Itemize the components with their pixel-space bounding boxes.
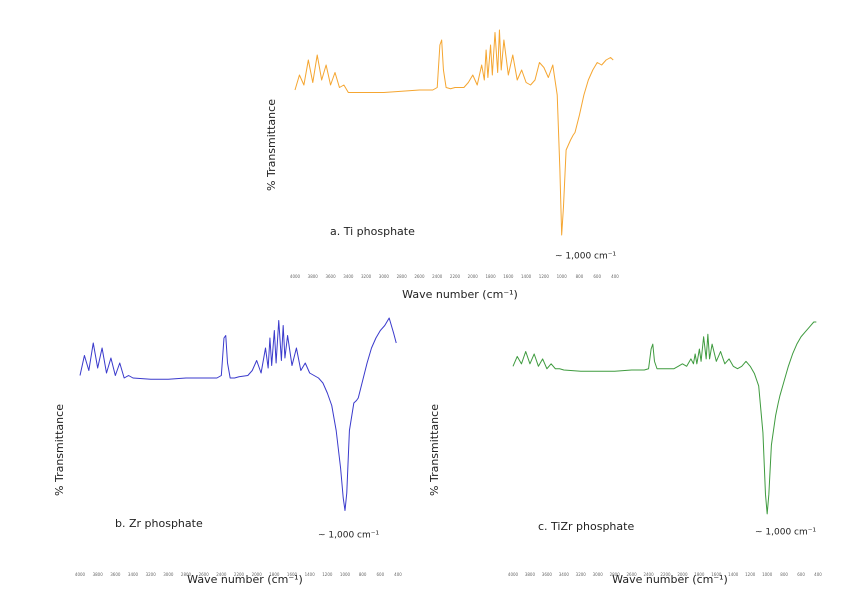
x-tick-label: 1800 — [269, 572, 280, 577]
x-tick-label: 600 — [797, 572, 805, 577]
panel-label: a. Ti phosphate — [330, 225, 415, 238]
x-tick-label: 2600 — [199, 572, 210, 577]
x-tick-label: 3800 — [308, 274, 319, 279]
panel-label: b. Zr phosphate — [115, 517, 203, 530]
x-tick-label: 400 — [394, 572, 402, 577]
x-tick-label: 400 — [611, 274, 619, 279]
y-axis-title: % Transmittance — [428, 404, 441, 496]
x-tick-label: 1400 — [521, 274, 532, 279]
x-tick-label: 3200 — [576, 572, 587, 577]
x-tick-label: 3600 — [325, 274, 336, 279]
x-tick-label: 3800 — [525, 572, 536, 577]
x-tick-label: 1600 — [287, 572, 298, 577]
x-tick-label: 2800 — [610, 572, 621, 577]
x-tick-label: 800 — [576, 274, 584, 279]
x-tick-label: 1200 — [322, 572, 333, 577]
x-tick-label: 1400 — [728, 572, 739, 577]
x-tick-label: 2800 — [181, 572, 192, 577]
spectrum-panel: 4000 3800 3600 3400 3200 3000 2800 2600 2400 2200… — [53, 317, 402, 586]
x-tick-label: 1800 — [485, 274, 496, 279]
x-tick-label: 1000 — [557, 274, 568, 279]
x-tick-label: 3200 — [146, 572, 157, 577]
x-tick-label: 3800 — [93, 572, 104, 577]
y-axis-title: % Transmittance — [265, 99, 278, 191]
x-tick-label: 2200 — [450, 274, 461, 279]
x-tick-label: 2800 — [397, 274, 408, 279]
x-tick-label: 4000 — [508, 572, 519, 577]
x-tick-label: 1600 — [711, 572, 722, 577]
x-tick-label: 600 — [377, 572, 385, 577]
x-tick-label: 3400 — [343, 274, 354, 279]
x-axis-title: Wave number (cm⁻¹) — [402, 288, 518, 301]
x-tick-label: 1600 — [503, 274, 514, 279]
x-tick-label: 3400 — [128, 572, 139, 577]
peak-label: ~ 1,000 cm⁻¹ — [755, 528, 816, 538]
x-tick-label: 2600 — [414, 274, 425, 279]
x-tick-label: 2400 — [432, 274, 443, 279]
x-tick-label: 3200 — [361, 274, 372, 279]
x-tick-label: 800 — [780, 572, 788, 577]
spectrum-line — [294, 29, 614, 236]
x-tick-label: 2200 — [234, 572, 245, 577]
x-tick-label: 600 — [593, 274, 601, 279]
x-tick-label: 2000 — [677, 572, 688, 577]
x-axis-title: Wave number (cm⁻¹) — [187, 573, 303, 586]
x-tick-label: 4000 — [75, 572, 86, 577]
x-axis-title: Wave number (cm⁻¹) — [612, 573, 728, 586]
x-tick-label: 3000 — [379, 274, 390, 279]
x-tick-label: 2400 — [643, 572, 654, 577]
x-tick-label: 2000 — [468, 274, 479, 279]
x-tick-label: 2000 — [252, 572, 263, 577]
x-tick-label: 400 — [814, 572, 822, 577]
x-tick-label: 800 — [359, 572, 367, 577]
x-tick-label: 1000 — [762, 572, 773, 577]
spectrum-panel: 4000 3800 3600 3400 3200 3000 2800 2600 2400 2200… — [428, 321, 822, 586]
x-tick-label: 1200 — [745, 572, 756, 577]
panel-label: c. TiZr phosphate — [538, 520, 634, 533]
x-tick-label: 3600 — [110, 572, 121, 577]
x-tick-label: 1800 — [694, 572, 705, 577]
y-axis-title: % Transmittance — [53, 404, 66, 496]
peak-label: ~ 1,000 cm⁻¹ — [555, 252, 616, 262]
x-tick-label: 2600 — [627, 572, 638, 577]
spectrum-line — [79, 317, 397, 511]
spectrum-panel: 4000 3800 3600 3400 3200 3000 2800 2600 2400 2200… — [265, 29, 619, 301]
x-tick-label: 1200 — [539, 274, 550, 279]
x-tick-label: 3000 — [593, 572, 604, 577]
x-tick-label: 3000 — [163, 572, 174, 577]
peak-label: ~ 1,000 cm⁻¹ — [318, 531, 379, 541]
spectrum-line — [512, 321, 817, 515]
x-tick-label: 3600 — [542, 572, 553, 577]
x-tick-label: 1000 — [340, 572, 351, 577]
x-tick-label: 2200 — [660, 572, 671, 577]
x-tick-label: 4000 — [290, 274, 301, 279]
x-tick-label: 3400 — [559, 572, 570, 577]
x-tick-label: 2400 — [216, 572, 227, 577]
x-tick-label: 1400 — [305, 572, 316, 577]
